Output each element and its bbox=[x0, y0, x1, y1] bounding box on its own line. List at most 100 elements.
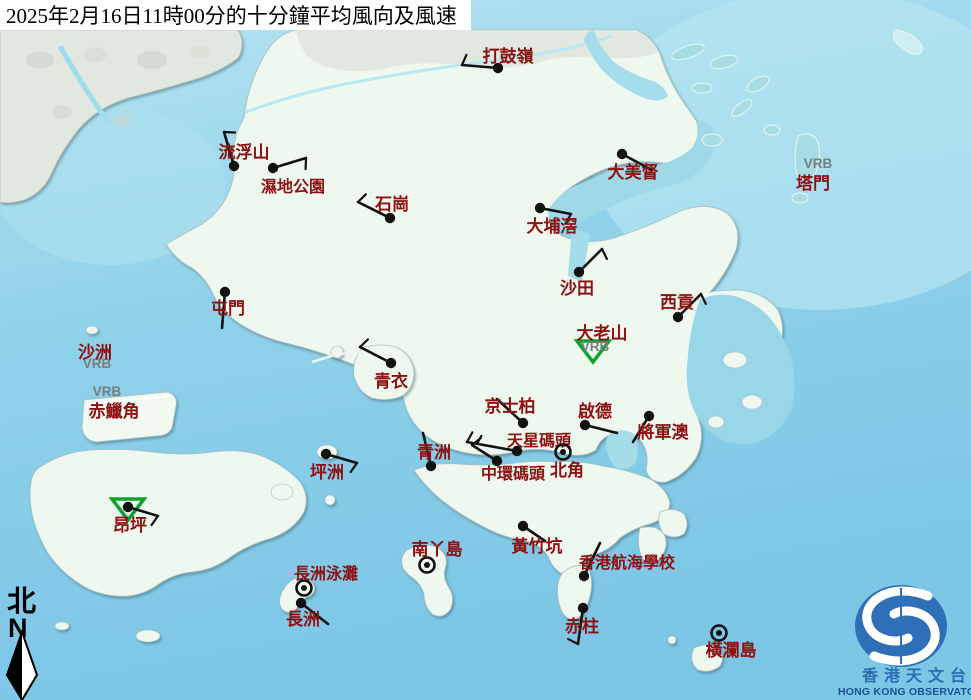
wind-barb-feather bbox=[465, 431, 474, 444]
river-channel bbox=[57, 44, 111, 124]
station-dot bbox=[267, 162, 279, 174]
wind-barb-staff bbox=[126, 505, 160, 518]
tsing-ma-bridge bbox=[311, 350, 363, 364]
wind-barb-feather bbox=[460, 53, 468, 67]
wind-barb-feather bbox=[150, 514, 160, 527]
station-name-label: 將軍澳 bbox=[638, 422, 690, 442]
station-lamma-island: 南丫島 bbox=[412, 539, 463, 574]
station-tuen-mun: 屯門 bbox=[211, 286, 245, 330]
station-kai-tak: 啟德 bbox=[578, 401, 619, 435]
land-airport-island bbox=[81, 391, 177, 443]
station-name-label: 長洲 bbox=[286, 610, 320, 629]
station-dot bbox=[219, 286, 231, 298]
starling-inlet bbox=[584, 30, 668, 101]
port-shelter-islets bbox=[707, 351, 763, 429]
station-name-label: 赤鱲角 bbox=[89, 401, 140, 421]
station-stanley: 赤柱 bbox=[565, 602, 599, 646]
station-dot bbox=[672, 311, 684, 323]
title-bar: 2025年2月16日11時00分的十分鐘平均風向及風速 bbox=[0, 0, 471, 30]
station-dot bbox=[511, 445, 523, 457]
wind-barb-feather bbox=[699, 292, 707, 305]
calm-wind-icon bbox=[295, 579, 313, 597]
station-cheung-chau-beach: 長洲泳灘 bbox=[294, 564, 358, 597]
station-dot bbox=[517, 417, 529, 429]
wind-barb-staff bbox=[495, 397, 525, 425]
airport-runway bbox=[87, 395, 171, 405]
station-name-label: 青衣 bbox=[374, 371, 408, 391]
station-wetland-park: 濕地公園 bbox=[261, 156, 325, 196]
station-dot bbox=[425, 460, 437, 472]
wind-barb-feather bbox=[564, 212, 573, 225]
land-islet bbox=[324, 494, 336, 506]
port-shelter bbox=[686, 294, 795, 445]
calm-wind-dot bbox=[301, 585, 307, 591]
station-dot bbox=[385, 357, 397, 369]
land-hong-kong-island bbox=[413, 460, 671, 576]
station-peng-chau: 坪洲 bbox=[310, 448, 359, 482]
wind-barb-feather bbox=[470, 437, 482, 447]
station-name-label: 中環碼頭 bbox=[481, 464, 546, 483]
station-dot bbox=[534, 202, 546, 214]
calm-wind-dot bbox=[716, 630, 722, 636]
wind-barb-staff bbox=[271, 156, 308, 170]
land-soko-islands bbox=[135, 629, 161, 643]
wind-barb-staff bbox=[222, 130, 236, 168]
station-north-point: 北角 bbox=[550, 443, 584, 480]
calm-wind-dot bbox=[424, 562, 430, 568]
hko-logo-en-text: HONG KONG OBSERVATORY bbox=[838, 686, 971, 698]
wind-barb-feather bbox=[567, 637, 580, 646]
wind-barb-feather bbox=[358, 338, 370, 349]
calm-wind-icon bbox=[554, 443, 572, 461]
station-name-label: 南丫島 bbox=[412, 539, 463, 559]
station-dot bbox=[643, 410, 655, 422]
station-name-label: 石崗 bbox=[374, 195, 409, 214]
wind-barb-staff bbox=[582, 541, 602, 578]
wind-barb-feather bbox=[600, 247, 608, 260]
compass-hanzi-label: 北 bbox=[7, 585, 36, 618]
station-dot bbox=[578, 570, 590, 582]
calm-wind-icon bbox=[710, 624, 728, 642]
wind-barb-feather bbox=[349, 461, 359, 474]
land-lantau-island bbox=[29, 448, 307, 597]
station-tsing-yi: 青衣 bbox=[358, 338, 408, 391]
map-title: 2025年2月16日11時00分的十分鐘平均風向及風速 bbox=[6, 4, 457, 28]
station-ta-kwu-ling: 打鼓嶺 bbox=[460, 46, 534, 74]
station-dot bbox=[577, 602, 589, 614]
shing-mun-channel bbox=[568, 228, 590, 282]
wind-barb-feather bbox=[356, 193, 367, 204]
vrb-label: VRB bbox=[93, 384, 122, 399]
station-name-label: 塔門 bbox=[796, 173, 830, 193]
station-name-label: 京士柏 bbox=[485, 396, 536, 416]
station-name-label: 大美督 bbox=[608, 162, 659, 182]
wind-barb-staff bbox=[356, 200, 392, 220]
wind-barb-staff bbox=[538, 206, 573, 216]
wind-barb-staff bbox=[220, 290, 227, 330]
station-tai-mei-tuk: 大美督 bbox=[608, 148, 659, 182]
station-dot bbox=[517, 520, 529, 532]
wind-barb-staff bbox=[576, 606, 585, 646]
station-dot bbox=[492, 62, 504, 74]
mainland-shenzhen bbox=[0, 29, 243, 204]
station-lau-fau-shan: 流浮山 bbox=[219, 130, 270, 172]
station-dot bbox=[573, 266, 585, 278]
station-shek-kong: 石崗 bbox=[356, 193, 409, 224]
land-sha-chau bbox=[85, 325, 99, 335]
vrb-label: VRB bbox=[83, 356, 112, 371]
wind-barb-staff bbox=[358, 345, 393, 365]
land-shenzhen-west bbox=[0, 29, 243, 204]
calm-wind-icon bbox=[418, 556, 436, 574]
station-name-label: 濕地公園 bbox=[261, 177, 325, 196]
station-name-label: 天星碼頭 bbox=[507, 432, 572, 450]
station-dot bbox=[579, 419, 591, 431]
station-name-label: 黃竹坑 bbox=[511, 536, 563, 556]
islands bbox=[29, 325, 723, 672]
station-kings-park: 京士柏 bbox=[485, 396, 536, 429]
wind-barb-staff bbox=[676, 292, 703, 319]
station-wong-chuk-hang: 黃竹坑 bbox=[511, 520, 563, 556]
station-dot bbox=[491, 455, 503, 467]
